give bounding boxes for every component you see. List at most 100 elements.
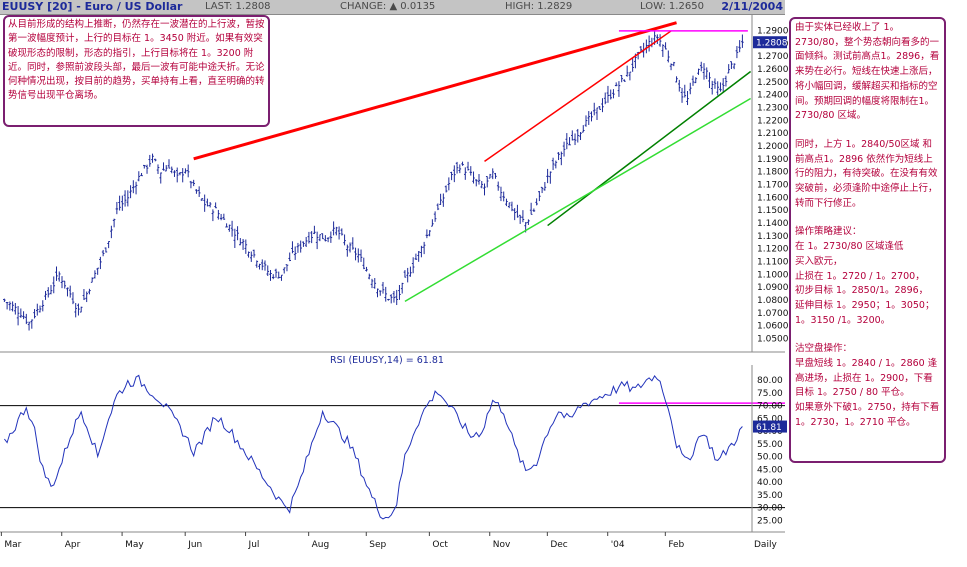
price-tick-label: 1.0500 — [757, 335, 789, 345]
price-bar — [724, 75, 728, 87]
price-bar — [664, 42, 667, 50]
price-bar — [516, 204, 519, 218]
price-bar — [395, 289, 399, 306]
price-bar — [702, 63, 706, 80]
annotation-right-line — [795, 211, 940, 225]
price-bar — [400, 282, 404, 294]
annotation-left-text: 从目前形成的结构上推断，仍然存在一波潜在的上行波，暂按第一波幅度预计，上行的目标… — [8, 19, 265, 102]
price-axis: 1.29001.28001.27001.26001.25001.24001.23… — [751, 14, 789, 352]
price-bar — [99, 256, 102, 270]
price-bar — [463, 167, 467, 180]
trend-line — [193, 21, 677, 161]
price-bar — [88, 288, 91, 295]
annotation-right: 由于实体已经收上了 1。2730/80，整个势态朝向看多的一面倾斜。测试前高点1… — [789, 17, 946, 463]
price-bar — [19, 308, 23, 318]
price-bar — [485, 176, 489, 188]
price-bar — [721, 78, 725, 93]
price-bar — [411, 257, 415, 274]
rsi-last-marker: 61.81 — [753, 420, 787, 433]
price-bar — [606, 85, 610, 103]
price-bar — [425, 229, 429, 239]
price-bar — [450, 171, 453, 181]
price-bar — [483, 183, 486, 196]
price-tick-label: 1.1700 — [757, 181, 789, 191]
x-tick-label: Aug — [312, 540, 330, 550]
annotation-right-line: 如果意外下破1。2750，持有下看 1。2730，1。2710 平仓。 — [795, 402, 940, 428]
price-bar — [132, 180, 135, 194]
price-bar — [628, 71, 632, 81]
price-tick-label: 1.1800 — [757, 168, 789, 178]
rsi-tick-label: 70.00 — [757, 402, 783, 412]
price-bar — [214, 202, 217, 209]
annotation-right-line — [795, 328, 940, 342]
x-tick-label: Feb — [668, 540, 684, 550]
price-bar — [420, 245, 423, 258]
price-bar — [373, 278, 377, 289]
price-bars — [3, 28, 744, 331]
price-bar — [280, 274, 283, 281]
price-bar — [656, 34, 659, 44]
price-bar — [11, 301, 14, 312]
price-bar — [74, 302, 78, 318]
price-bar — [436, 203, 440, 211]
price-bar — [249, 251, 253, 262]
price-bar — [260, 259, 264, 271]
price-bar — [184, 168, 187, 174]
price-bar — [239, 238, 242, 246]
rsi-tick-label: 55.00 — [757, 440, 783, 450]
price-bar — [505, 198, 508, 207]
price-bar — [274, 268, 278, 278]
price-bar — [35, 303, 39, 316]
price-bar — [52, 276, 56, 294]
price-bar — [30, 319, 34, 329]
annotation-right-line: 买入欧元， — [795, 255, 843, 267]
price-bar — [527, 219, 530, 225]
price-bar — [46, 287, 50, 298]
price-bar — [123, 190, 127, 207]
price-bar — [203, 194, 206, 212]
price-bar — [477, 174, 481, 185]
price-bar — [730, 61, 733, 70]
price-bar — [14, 302, 17, 315]
price-bar — [173, 170, 176, 177]
price-bar — [694, 77, 698, 84]
annotation-right-line: 早盘短线 1。2840 / 1。2860 逢高进场，止损在 1。2900，下看目… — [795, 358, 938, 399]
price-bar — [389, 294, 393, 304]
price-bar — [326, 237, 330, 243]
price-bar — [44, 290, 47, 300]
price-bar — [49, 284, 53, 295]
price-bar — [167, 159, 171, 169]
price-tick-label: 1.1900 — [757, 155, 789, 165]
price-bar — [192, 179, 195, 187]
price-bar — [93, 270, 97, 279]
price-bar — [667, 50, 670, 63]
price-bar — [710, 80, 714, 95]
price-bar — [310, 231, 313, 244]
price-bar — [225, 223, 228, 228]
price-bar — [266, 265, 270, 276]
price-bar — [3, 298, 6, 303]
price-bar — [140, 172, 143, 177]
price-bar — [444, 185, 448, 193]
price-bar — [439, 193, 442, 205]
price-bar — [85, 291, 88, 303]
price-bar — [134, 181, 138, 195]
price-bar — [719, 82, 722, 92]
price-tick-label: 1.1200 — [757, 245, 789, 255]
high-value: HIGH: 1.2829 — [505, 1, 573, 12]
price-bar — [672, 61, 676, 67]
price-bar — [568, 137, 571, 146]
price-bar — [351, 237, 355, 250]
price-bar — [669, 63, 673, 71]
annotation-right-line: 在 1。2730/80 区域逢低 — [795, 241, 904, 253]
price-bar — [392, 291, 396, 303]
price-bar — [247, 251, 250, 258]
price-bar — [335, 226, 338, 236]
price-bar — [115, 201, 119, 215]
price-bar — [502, 191, 506, 202]
price-bar — [142, 164, 146, 169]
price-bar — [409, 266, 412, 277]
price-bar — [63, 280, 67, 289]
price-bar — [510, 201, 514, 212]
